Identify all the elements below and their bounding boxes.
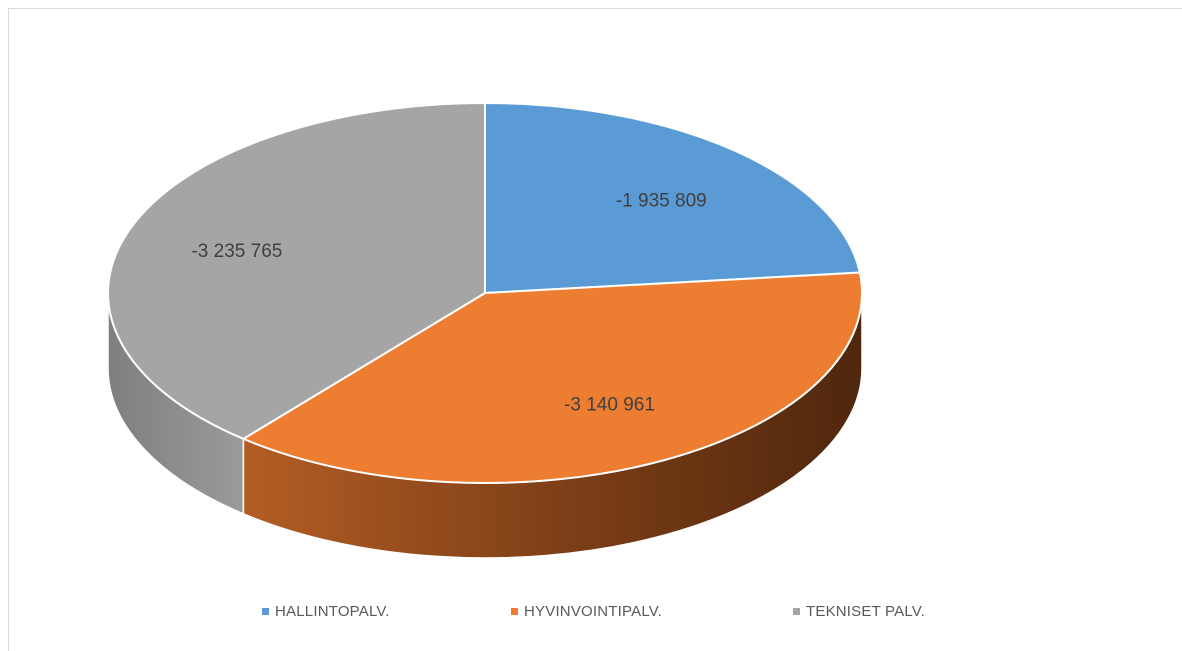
legend-item-tekniset-palv: TEKNISET PALV. [793, 603, 925, 620]
data-label-tekniset-palv: -3 235 765 [191, 241, 282, 262]
legend-item-hallintopalv: HALLINTOPALV. [262, 603, 390, 620]
legend-label: TEKNISET PALV. [806, 603, 925, 620]
pie-labels: -1 935 809 -3 140 961 -3 235 765 [191, 191, 706, 416]
legend-swatch [262, 608, 269, 615]
pie-slice-hallintopalv [484, 101, 862, 295]
data-label-hyvinvointipalv: -3 140 961 [564, 395, 655, 416]
legend-label: HALLINTOPALV. [275, 603, 390, 620]
chart-area [8, 8, 1182, 651]
legend-label: HYVINVOINTIPALV. [524, 603, 662, 620]
legend-swatch [793, 608, 800, 615]
pie-slice-tekniset-palv [107, 101, 486, 440]
pie-tops [107, 101, 863, 484]
pie-slice-hyvinvointipalv [241, 271, 863, 484]
data-label-hallintopalv: -1 935 809 [616, 191, 707, 212]
legend-swatch [511, 608, 518, 615]
legend-item-hyvinvointipalv: HYVINVOINTIPALV. [511, 603, 662, 620]
legend: HALLINTOPALV. HYVINVOINTIPALV. TEKNISET … [0, 603, 1182, 627]
